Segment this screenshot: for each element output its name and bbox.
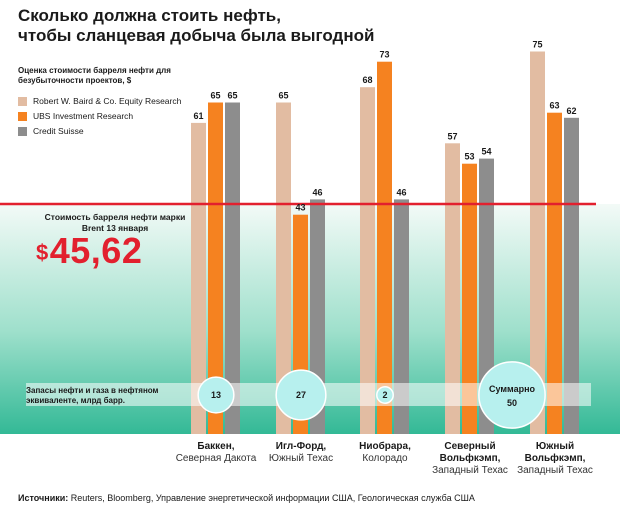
value-label-series2-cat4: 53 <box>464 152 474 162</box>
bar-series1-cat4 <box>445 143 460 435</box>
bar-series2-cat3 <box>377 61 392 434</box>
category-name: Ниобрара, <box>359 441 411 452</box>
reserves-bubble-2 <box>275 369 327 421</box>
category-name: Вольфкэмп, <box>439 453 501 464</box>
bar-series2-cat4 <box>462 163 477 434</box>
value-label-series1-cat3: 68 <box>362 75 372 85</box>
category-label-4: Северный Вольфкэмп, Западный Техас <box>420 441 520 477</box>
reserves-bubble-text-2-1: 27 <box>296 390 306 400</box>
legend-item-baird: Robert W. Baird & Co. Equity Research <box>18 95 181 107</box>
category-region: Южный Техас <box>268 453 334 464</box>
value-label-series2-cat5: 63 <box>549 101 559 111</box>
category-name: Вольфкэмп, <box>524 453 586 464</box>
value-label-series3-cat4: 54 <box>481 147 491 157</box>
reserves-label: Запасы нефти и газа в нефтяном эквивален… <box>26 386 159 405</box>
value-label-series3-cat1: 65 <box>227 91 237 101</box>
value-label-series1-cat4: 57 <box>447 131 457 141</box>
reserves-bubble-text-4-1: Суммарно <box>489 384 536 394</box>
bar-series1-cat2 <box>276 102 291 434</box>
title-line-2: чтобы сланцевая добыча была выгодной <box>18 26 375 45</box>
category-label-3: Ниобрара, Колорадо <box>335 441 435 465</box>
category-name: Баккен, <box>197 441 235 452</box>
reserves-bubble-text-3-1: 2 <box>382 390 387 400</box>
category-region: Западный Техас <box>517 465 593 476</box>
source-note: Источники: Reuters, Bloomberg, Управлени… <box>18 493 475 503</box>
bar-series3-cat3 <box>394 199 409 434</box>
category-region: Колорадо <box>362 453 408 464</box>
legend-heading: Оценка стоимости барреля нефти для безуб… <box>18 66 171 85</box>
reserves-bubble-text-1-1: 13 <box>211 390 221 400</box>
value-label-series3-cat3: 46 <box>396 187 406 197</box>
source-label: Источники: <box>18 493 69 503</box>
brent-value: $45,62 <box>36 230 142 272</box>
brent-value-number: 45,62 <box>49 230 143 271</box>
value-label-series1-cat5: 75 <box>532 40 542 50</box>
category-label-5: Южный Вольфкэмп, Западный Техас <box>505 441 605 477</box>
category-name: Игл-Форд, <box>275 441 327 452</box>
category-region: Западный Техас <box>432 465 508 476</box>
legend-item-ubs: UBS Investment Research <box>18 110 133 122</box>
bar-value-labels: 61 65 68 57 75 65 43 73 53 63 65 46 46 54 62 <box>193 40 576 213</box>
bar-series1-cat1 <box>191 122 206 435</box>
source-text: Reuters, Bloomberg, Управление энергетич… <box>70 493 475 503</box>
brent-label: Стоимость барреля нефти марки Brent 13 я… <box>44 212 186 233</box>
reserves-bubble-3 <box>376 386 394 404</box>
value-label-series3-cat5: 62 <box>566 106 576 116</box>
category-name: Южный <box>535 441 575 452</box>
legend-label-baird: Robert W. Baird & Co. Equity Research <box>33 96 182 106</box>
bar-series3-cat1 <box>225 102 240 434</box>
title-line-1: Сколько должна стоить нефть, <box>18 6 281 25</box>
legend-swatch-credit-suisse <box>18 127 27 137</box>
value-label-series2-cat3: 73 <box>379 50 389 60</box>
bar-series2-cat1 <box>208 102 223 434</box>
legend-swatch-ubs <box>18 112 27 122</box>
chart-title: Сколько должна стоить нефть, чтобы сланц… <box>18 6 374 46</box>
bar-series3-cat4 <box>479 158 494 434</box>
value-label-series2-cat2: 43 <box>295 203 305 213</box>
legend-label-credit-suisse: Credit Suisse <box>33 126 84 136</box>
category-label-1: Баккен, Северная Дакота <box>166 441 266 465</box>
category-label-2: Игл-Форд, Южный Техас <box>251 441 351 465</box>
category-name: Северный <box>444 441 496 452</box>
bar-series1-cat3 <box>360 87 375 434</box>
reserves-bubble-4 <box>478 361 546 429</box>
value-label-series1-cat1: 61 <box>193 111 203 121</box>
value-label-series3-cat2: 46 <box>312 187 322 197</box>
category-region: Северная Дакота <box>175 453 257 464</box>
bar-series3-cat5 <box>564 117 579 435</box>
legend-swatch-baird <box>18 97 27 107</box>
value-label-series1-cat2: 65 <box>278 91 288 101</box>
reserves-bubble-1 <box>197 376 235 414</box>
bars-group <box>191 51 579 435</box>
bar-series1-cat5 <box>530 51 545 434</box>
bar-series2-cat5 <box>547 112 562 434</box>
value-label-series2-cat1: 65 <box>210 91 220 101</box>
legend-item-credit-suisse: Credit Suisse <box>18 125 84 137</box>
legend-label-ubs: UBS Investment Research <box>33 111 134 121</box>
brent-currency: $ <box>36 240 49 265</box>
reserves-bubble-text-4-2: 50 <box>507 398 517 408</box>
reserves-bubbles: 13 27 2 Суммарно 50 <box>197 361 546 429</box>
